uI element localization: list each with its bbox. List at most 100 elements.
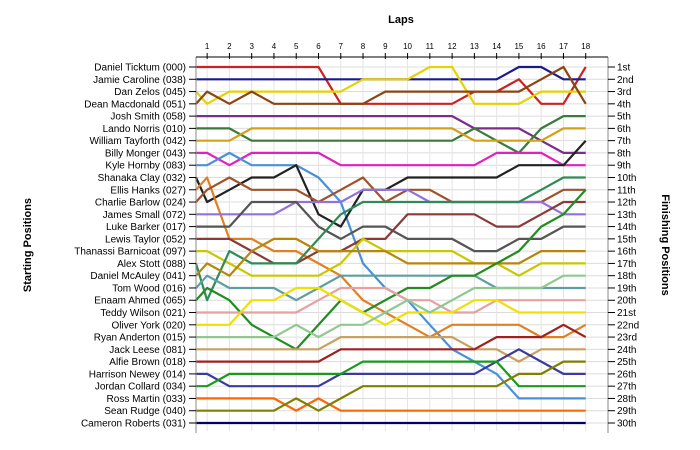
finish-position-label: 8th (617, 148, 631, 159)
lap-tick-label: 1 (205, 42, 210, 51)
finish-position-label: 2nd (617, 75, 634, 86)
series-line (195, 65, 587, 105)
lap-tick-label: 5 (294, 42, 299, 51)
driver-label: Cameron Roberts (031) (81, 419, 186, 430)
x-axis-title: Laps (388, 14, 414, 26)
lap-ticks: 1 2 3 4 5 6 7 8 9 10 11 12 13 14 15 16 17 18 (195, 42, 609, 433)
driver-label: William Tayforth (042) (89, 136, 186, 147)
finish-position-label: 23rd (617, 333, 637, 344)
finish-position-label: 9th (617, 161, 631, 172)
driver-label: Alex Stott (088) (117, 259, 186, 270)
driver-label: Sean Rudge (040) (104, 406, 186, 417)
driver-label: Kyle Hornby (083) (105, 161, 186, 172)
finish-position-label: 4th (617, 99, 631, 110)
lap-tick-label: 15 (514, 42, 523, 51)
series-line (196, 151, 586, 167)
driver-label: Charlie Barlow (024) (95, 198, 186, 209)
series-line (196, 65, 586, 81)
driver-label: Enaam Ahmed (065) (94, 296, 186, 307)
lap-tick-label: 18 (581, 42, 590, 51)
driver-label: Harrison Newey (014) (89, 369, 186, 380)
finish-position-label: 25th (617, 357, 636, 368)
finish-position-label: 11th (617, 185, 636, 196)
finish-position-label: 30th (617, 419, 636, 430)
driver-label: Ross Martin (033) (107, 394, 186, 405)
finish-position-label: 14th (617, 222, 636, 233)
driver-label: Thanassi Barnicoat (097) (74, 247, 186, 258)
series-line (196, 286, 586, 314)
driver-label: Josh Smith (058) (110, 112, 186, 123)
driver-label: Daniel Ticktum (000) (94, 63, 186, 74)
lap-tick-label: 3 (249, 42, 254, 51)
lap-tick-label: 6 (316, 42, 321, 51)
driver-label: Lando Norris (010) (103, 124, 186, 135)
driver-label: Tom Wood (016) (112, 283, 186, 294)
driver-label: Daniel McAuley (041) (90, 271, 186, 282)
lap-tick-label: 14 (492, 42, 501, 51)
series-line (196, 397, 586, 412)
driver-label: Dean Macdonald (051) (84, 99, 186, 110)
lap-tick-label: 16 (537, 42, 546, 51)
finish-position-label: 7th (617, 136, 631, 147)
series-line (195, 237, 586, 277)
finish-position-label: 28th (617, 394, 636, 405)
series-line (196, 323, 587, 363)
lap-tick-label: 9 (383, 42, 388, 51)
series-line (196, 115, 586, 154)
series-line (196, 65, 587, 105)
driver-label: Shanaka Clay (032) (98, 173, 186, 184)
series-line (196, 200, 586, 253)
driver-label: Alfie Brown (018) (109, 357, 186, 368)
series-line (195, 189, 587, 351)
driver-label: Luke Barker (017) (106, 222, 186, 233)
driver-label: Lewis Taylor (052) (105, 234, 186, 245)
finish-position-label: 27th (617, 382, 636, 393)
driver-label: Oliver York (020) (112, 320, 186, 331)
lap-tick-label: 12 (448, 42, 457, 51)
finish-position-label: 21st (617, 308, 636, 319)
grid-lines (196, 59, 608, 431)
finish-position-label: 24th (617, 345, 636, 356)
driver-label: Ryan Anderton (015) (94, 333, 186, 344)
finish-position-label: 15th (617, 234, 636, 245)
series-line (196, 336, 586, 363)
series-line (196, 360, 586, 412)
finish-position-label: 29th (617, 406, 636, 417)
driver-label: Dan Zelos (045) (114, 87, 186, 98)
driver-label: Jamie Caroline (038) (93, 75, 186, 86)
finish-position-label: 19th (617, 283, 636, 294)
series-line (195, 65, 586, 105)
finish-position-label: 26th (617, 369, 636, 380)
finish-position-label: 10th (617, 173, 636, 184)
series-line (196, 286, 586, 326)
finish-position-label: 6th (617, 124, 631, 135)
driver-label: Billy Monger (043) (105, 148, 186, 159)
finish-position-label: 17th (617, 259, 636, 270)
series-line (196, 274, 586, 339)
lap-tick-label: 10 (403, 42, 412, 51)
labels: Daniel Ticktum (000)Jamie Caroline (038)… (74, 63, 639, 430)
finish-position-label: 22nd (617, 320, 639, 331)
finish-position-label: 20th (617, 296, 636, 307)
series-line (196, 348, 586, 388)
driver-label: Teddy Wilson (021) (100, 308, 186, 319)
series-line (194, 176, 586, 302)
lap-tick-label: 17 (559, 42, 568, 51)
lap-tick-label: 13 (470, 42, 479, 51)
lap-tick-label: 7 (339, 42, 344, 51)
finish-position-label: 16th (617, 247, 636, 258)
driver-label: Ellis Hanks (027) (110, 185, 186, 196)
lap-tick-label: 11 (426, 42, 435, 51)
y-axis-title-left: Starting Positions (22, 198, 34, 292)
y-axis-title-right: Finishing Positions (659, 194, 671, 295)
series-line (196, 360, 586, 388)
series-line (196, 127, 586, 142)
finish-position-label: 13th (617, 210, 636, 221)
driver-label: Jack Leese (081) (109, 345, 186, 356)
finish-position-label: 3rd (617, 87, 631, 98)
finish-position-label: 5th (617, 112, 631, 123)
finish-position-label: 1st (617, 63, 631, 74)
lap-tick-label: 4 (272, 42, 277, 51)
finish-position-label: 12th (617, 198, 636, 209)
